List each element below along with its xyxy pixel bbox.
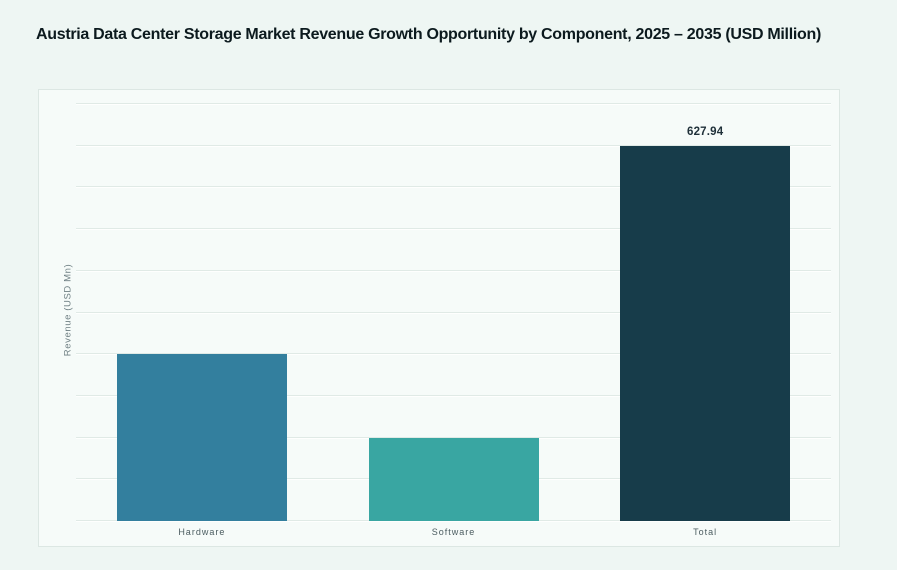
x-tick-hardware: Hardware: [178, 527, 226, 537]
y-axis-label: Revenue (USD Mn): [62, 263, 74, 357]
data-label-total: 627.94: [686, 125, 724, 138]
x-tick-total: Total: [693, 527, 718, 537]
gridline: [76, 269, 831, 271]
chart-title: Austria Data Center Storage Market Reven…: [36, 26, 821, 43]
gridline: [76, 103, 831, 104]
bar-software: [368, 437, 539, 521]
gridline: [76, 436, 831, 438]
bar-total: [620, 145, 791, 521]
plot-area: Hardware Software 627.94 Total: [76, 103, 831, 537]
gridline: [76, 186, 831, 188]
gridline: [76, 311, 831, 313]
gridline: [76, 228, 831, 230]
gridline: [76, 353, 831, 355]
gridline: [76, 394, 831, 396]
x-tick-software: Software: [431, 527, 476, 537]
bar-hardware: [116, 354, 287, 521]
chart-card: Revenue (USD Mn) Hardware Software 627.94 T…: [38, 89, 840, 547]
gridline: [76, 144, 831, 146]
